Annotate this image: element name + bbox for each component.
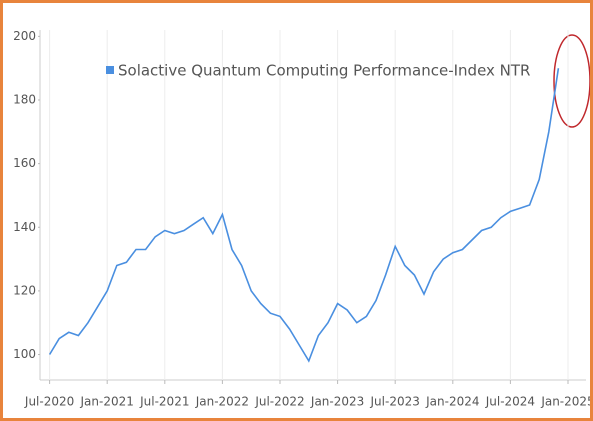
y-tick-label: 140 xyxy=(13,220,36,234)
x-tick-label: Jan-2024 xyxy=(425,395,479,409)
y-tick-label: 120 xyxy=(13,283,36,297)
y-tick-label: 200 xyxy=(13,29,36,43)
line xyxy=(48,68,560,363)
x-tick-label: Jan-2023 xyxy=(310,395,364,409)
x-tick-label: Jan-2021 xyxy=(80,395,134,409)
x-tick-label: Jan-2022 xyxy=(195,395,249,409)
chart: 100 120 140 160 180 200 Jul-2020 Jan-2021 Jul-20… xyxy=(13,29,590,409)
legend-label: Solactive Quantum Computing Performance-… xyxy=(118,62,530,80)
x-tick-label: Jul-2023 xyxy=(370,395,420,409)
y-tick-label: 100 xyxy=(13,347,36,361)
x-tick-label: Jul-2022 xyxy=(254,395,304,409)
legend-swatch xyxy=(106,66,114,74)
highlight-circle xyxy=(553,34,590,128)
x-tick-label: Jan-2025 xyxy=(540,395,590,409)
y-tick-label: 160 xyxy=(13,156,36,170)
x-tick-label: Jul-2024 xyxy=(485,395,535,409)
y-tick-label: 180 xyxy=(13,93,36,107)
x-tick-label: Jul-2020 xyxy=(24,395,74,409)
x-tick-label: Jul-2021 xyxy=(139,395,189,409)
